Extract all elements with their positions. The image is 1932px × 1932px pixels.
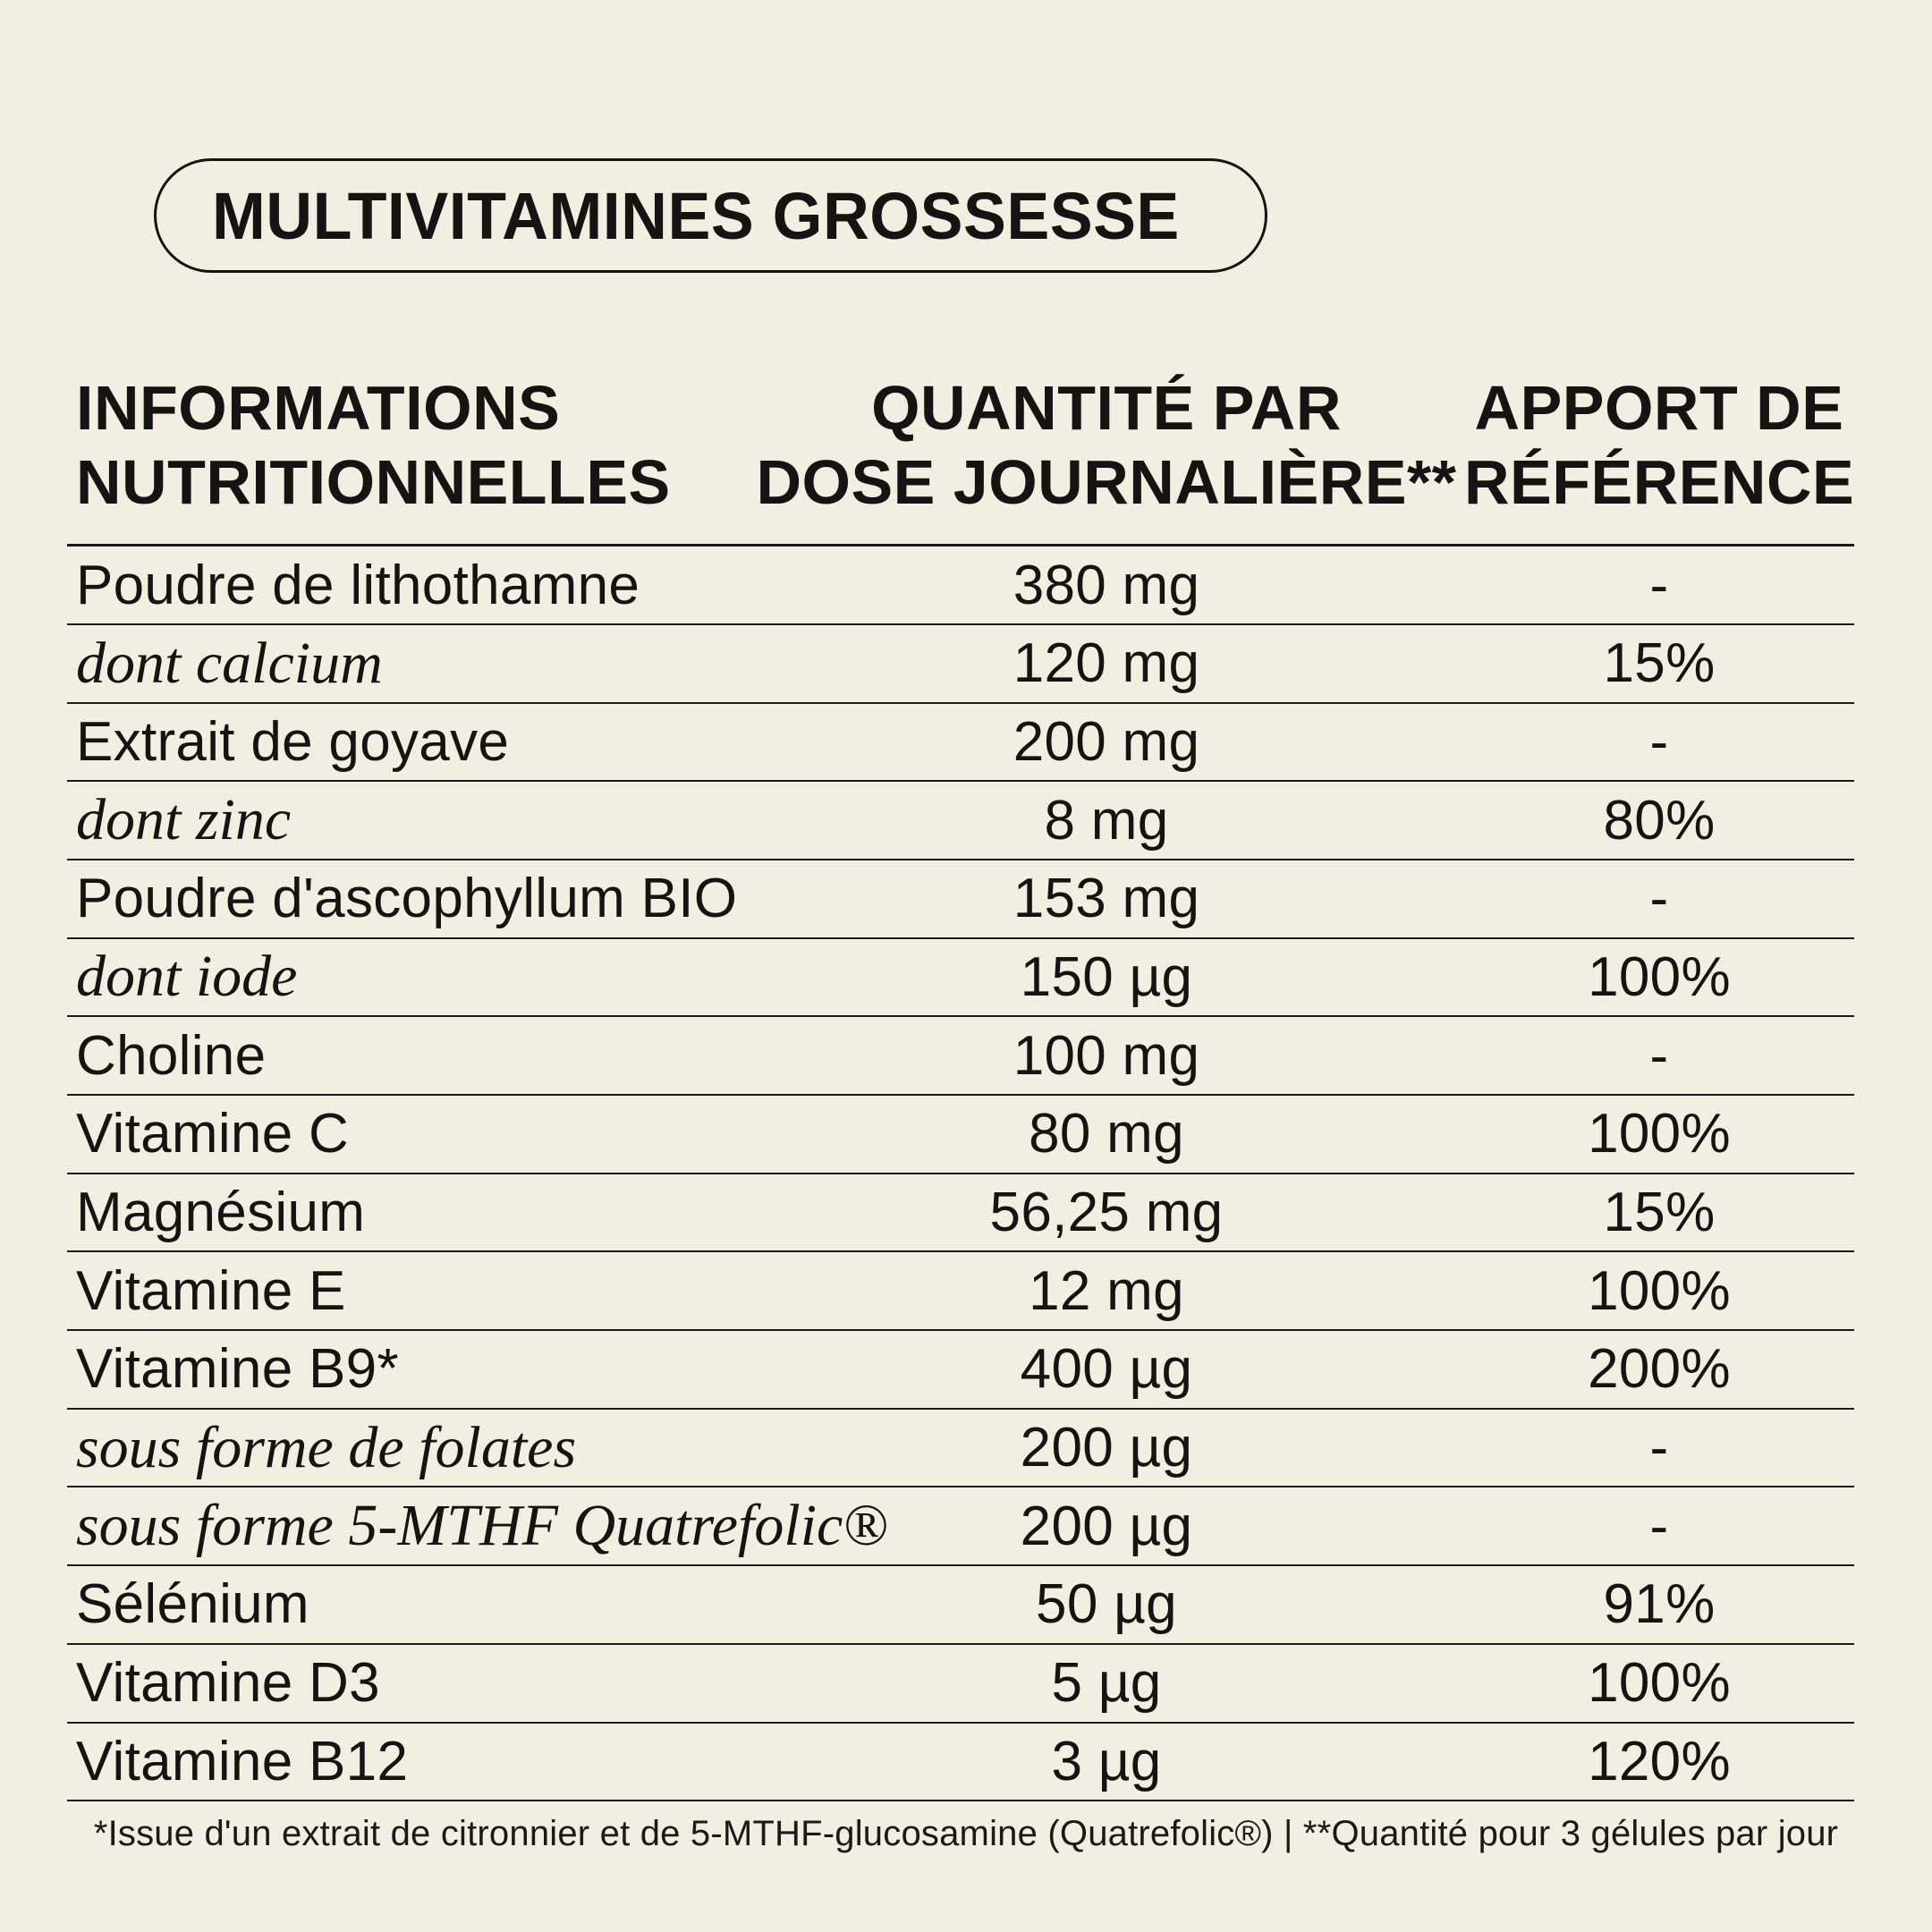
table-row: Vitamine D3 5 µg 100% [67, 1645, 1854, 1724]
table-row: Vitamine E 12 mg 100% [67, 1252, 1854, 1332]
column-header-apport: APPORT DE RÉFÉRENCE [1464, 371, 1854, 519]
reference-value: 100% [1588, 1259, 1731, 1322]
table-row: Vitamine B9* 400 µg 200% [67, 1331, 1854, 1410]
amount-value: 80 mg [1029, 1103, 1184, 1165]
amount-value: 100 mg [1013, 1024, 1200, 1087]
table-row: sous forme 5-MTHF Quatrefolic® 200 µg - [67, 1487, 1854, 1567]
ingredient-label: sous forme de folates [76, 1414, 577, 1480]
amount-value: 150 µg [1020, 945, 1193, 1008]
table-row: Poudre de lithothamne 380 mg - [67, 547, 1854, 625]
table-row: Poudre d'ascophyllum BIO 153 mg - [67, 860, 1854, 939]
reference-value: - [1649, 1495, 1669, 1557]
footnote: *Issue d'un extrait de citronnier et de … [93, 1814, 1839, 1853]
table-row: Vitamine C 80 mg 100% [67, 1096, 1854, 1174]
column-header-line: APPORT DE [1474, 373, 1844, 443]
reference-value: - [1649, 1024, 1669, 1087]
reference-value: 100% [1588, 1652, 1731, 1715]
ingredient-label: dont calcium [76, 630, 383, 696]
table-row: Choline 100 mg - [67, 1017, 1854, 1096]
amount-value: 12 mg [1029, 1259, 1184, 1322]
column-header-informations: INFORMATIONS NUTRITIONNELLES [67, 371, 749, 519]
nutrition-table: INFORMATIONS NUTRITIONNELLES QUANTITÉ PA… [67, 371, 1854, 1802]
ingredient-label: Magnésium [76, 1182, 366, 1244]
ingredient-label: Vitamine D3 [76, 1652, 380, 1715]
amount-value: 5 µg [1051, 1652, 1162, 1715]
table-row: dont zinc 8 mg 80% [67, 782, 1854, 860]
amount-value: 200 µg [1020, 1495, 1193, 1557]
ingredient-label: dont zinc [76, 787, 292, 853]
ingredient-label: Vitamine E [76, 1259, 346, 1322]
reference-value: 91% [1603, 1573, 1716, 1636]
table-row: Vitamine B12 3 µg 120% [67, 1724, 1854, 1802]
ingredient-label: Vitamine B12 [76, 1730, 409, 1792]
reference-value: 15% [1603, 632, 1716, 695]
amount-value: 200 mg [1013, 710, 1200, 773]
reference-value: 100% [1588, 945, 1731, 1008]
product-badge-title: MULTIVITAMINES GROSSESSE [212, 178, 1180, 253]
reference-value: 15% [1603, 1182, 1716, 1244]
amount-value: 120 mg [1013, 632, 1200, 695]
table-row: dont calcium 120 mg 15% [67, 625, 1854, 704]
table-row: Sélénium 50 µg 91% [67, 1566, 1854, 1645]
column-header-line: NUTRITIONNELLES [76, 446, 671, 517]
amount-value: 200 µg [1020, 1417, 1193, 1479]
amount-value: 153 mg [1013, 868, 1200, 930]
reference-value: - [1649, 554, 1669, 616]
reference-value: - [1649, 710, 1669, 773]
amount-value: 50 µg [1036, 1573, 1177, 1636]
table-row: Extrait de goyave 200 mg - [67, 704, 1854, 783]
column-header-line: QUANTITÉ PAR [871, 373, 1342, 443]
ingredient-label: Vitamine C [76, 1103, 350, 1165]
ingredient-label: dont iode [76, 944, 298, 1010]
reference-value: 80% [1603, 789, 1716, 852]
reference-value: - [1649, 868, 1669, 930]
ingredient-label: Poudre d'ascophyllum BIO [76, 868, 738, 930]
amount-value: 3 µg [1051, 1730, 1162, 1792]
reference-value: 100% [1588, 1103, 1731, 1165]
column-header-line: RÉFÉRENCE [1464, 446, 1855, 517]
product-badge: MULTIVITAMINES GROSSESSE [154, 158, 1268, 273]
ingredient-label: Vitamine B9* [76, 1338, 399, 1401]
table-body: Poudre de lithothamne 380 mg - dont calc… [67, 547, 1854, 1802]
table-row: sous forme de folates 200 µg - [67, 1410, 1854, 1488]
ingredient-label: Poudre de lithothamne [76, 554, 640, 616]
ingredient-label: sous forme 5-MTHF Quatrefolic® [76, 1493, 888, 1559]
amount-value: 400 µg [1020, 1338, 1193, 1401]
amount-value: 8 mg [1044, 789, 1169, 852]
ingredient-label: Choline [76, 1024, 267, 1087]
table-row: dont iode 150 µg 100% [67, 939, 1854, 1018]
ingredient-label: Extrait de goyave [76, 710, 510, 773]
ingredient-label: Sélénium [76, 1573, 309, 1636]
reference-value: 200% [1588, 1338, 1731, 1401]
amount-value: 56,25 mg [989, 1182, 1224, 1244]
table-row: Magnésium 56,25 mg 15% [67, 1174, 1854, 1253]
reference-value: 120% [1588, 1730, 1731, 1792]
column-header-line: DOSE JOURNALIÈRE** [756, 446, 1457, 517]
reference-value: - [1649, 1417, 1669, 1479]
column-header-line: INFORMATIONS [76, 373, 561, 443]
amount-value: 380 mg [1013, 554, 1200, 616]
column-header-quantite: QUANTITÉ PAR DOSE JOURNALIÈRE** [749, 371, 1464, 519]
table-header-row: INFORMATIONS NUTRITIONNELLES QUANTITÉ PA… [67, 371, 1854, 547]
